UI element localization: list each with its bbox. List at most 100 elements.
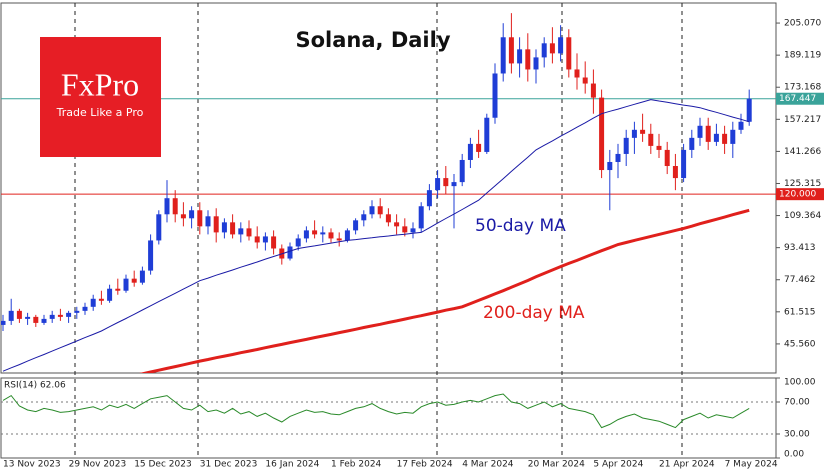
candle-body <box>82 306 88 311</box>
y-tick-label: 61.515 <box>784 307 816 317</box>
candle-body <box>443 178 449 187</box>
candle-body <box>353 220 359 231</box>
logo-box <box>40 37 161 157</box>
candle-body <box>295 238 301 247</box>
candle-body <box>238 228 244 235</box>
candle-body <box>156 214 162 241</box>
candle-body <box>246 228 252 237</box>
candle-body <box>459 159 465 183</box>
candle-body <box>451 182 457 187</box>
candle-body <box>303 230 309 239</box>
candle-body <box>664 149 670 167</box>
candle-body <box>205 216 211 227</box>
candle-body <box>525 49 531 70</box>
candle-body <box>254 236 260 243</box>
logo-brand: FxPro <box>61 66 139 102</box>
candle-body <box>25 316 31 319</box>
candle-body <box>90 298 96 307</box>
candle-body <box>484 117 490 152</box>
candle-body <box>271 236 277 249</box>
candle-body <box>517 49 523 64</box>
candle-body <box>328 232 334 239</box>
x-tick-label: 20 Mar 2024 <box>528 460 585 470</box>
candle-body <box>410 228 416 233</box>
y-tick-label: 205.070 <box>784 19 821 29</box>
candle-body <box>131 278 137 283</box>
x-tick-label: 31 Dec 2023 <box>200 460 257 470</box>
candle-body <box>558 37 564 54</box>
candle-body <box>672 166 678 179</box>
candle-body <box>746 98 752 122</box>
candle-body <box>582 77 588 84</box>
y-tick-label: 173.168 <box>784 83 821 93</box>
moving-average <box>2 99 750 372</box>
candle-body <box>492 73 498 118</box>
rsi-y-tick-label: 100.00 <box>784 378 816 388</box>
candle-body <box>336 238 342 241</box>
y-tick-label: 157.217 <box>784 115 821 125</box>
candle-body <box>590 83 596 98</box>
candle-body <box>730 129 736 144</box>
y-tick-label: 45.560 <box>784 339 816 349</box>
candle-body <box>640 129 646 134</box>
candle-body <box>344 230 350 241</box>
candle-body <box>369 206 375 215</box>
candle-body <box>681 149 687 179</box>
candle-body <box>648 133 654 146</box>
y-tick-label: 189.119 <box>784 51 821 61</box>
candle-body <box>418 206 424 229</box>
candle-body <box>74 310 80 313</box>
candle-body <box>394 222 400 227</box>
candle-body <box>705 125 711 142</box>
candle-body <box>262 236 268 243</box>
candle-body <box>566 37 572 70</box>
candle-body <box>180 214 186 219</box>
rsi-y-tick-label: 0.00 <box>784 450 804 460</box>
rsi-y-tick-label: 70.00 <box>784 398 810 408</box>
x-tick-label: 16 Jan 2024 <box>265 460 319 470</box>
candle-body <box>533 57 539 70</box>
candle-body <box>697 125 703 138</box>
candle-body <box>549 43 555 54</box>
candle-body <box>57 314 63 317</box>
candle-body <box>615 153 621 162</box>
candle-body <box>377 206 383 215</box>
candle-body <box>66 312 72 317</box>
candle-body <box>221 222 227 233</box>
y-tick-label: 125.315 <box>784 179 821 189</box>
candle-body <box>361 214 367 221</box>
candle-body <box>476 143 482 152</box>
rsi-line <box>2 393 750 429</box>
candle-body <box>541 43 547 58</box>
rsi-title: RSI(14) 62.06 <box>4 381 66 391</box>
candle-body <box>1 320 6 325</box>
candle-body <box>426 190 432 207</box>
rsi-y-tick-label: 30.00 <box>784 430 810 440</box>
moving-average <box>139 208 750 373</box>
candle-body <box>33 316 39 323</box>
x-tick-label: 1 Feb 2024 <box>331 460 382 470</box>
candle-body <box>385 214 391 223</box>
candle-body <box>435 178 441 191</box>
candle-body <box>49 314 55 319</box>
rsi-frame <box>0 377 777 459</box>
y-tick-label: 141.266 <box>784 147 821 157</box>
candle-body <box>722 133 728 144</box>
price-panel <box>1 13 776 373</box>
level-tag <box>776 92 824 105</box>
candle-body <box>148 240 154 271</box>
logo-tagline: Trade Like a Pro <box>56 106 144 119</box>
candle-body <box>197 210 203 227</box>
y-tick-label: 77.462 <box>784 275 816 285</box>
candle-body <box>631 129 637 138</box>
x-tick-label: 17 Feb 2024 <box>397 460 453 470</box>
candle-body <box>312 230 318 235</box>
period-separators <box>74 3 683 458</box>
x-tick-label: 13 Nov 2023 <box>3 460 61 470</box>
candle-body <box>172 198 178 215</box>
x-tick-label: 21 Apr 2024 <box>659 460 715 470</box>
candle-body <box>599 97 605 171</box>
candle-body <box>287 246 293 259</box>
